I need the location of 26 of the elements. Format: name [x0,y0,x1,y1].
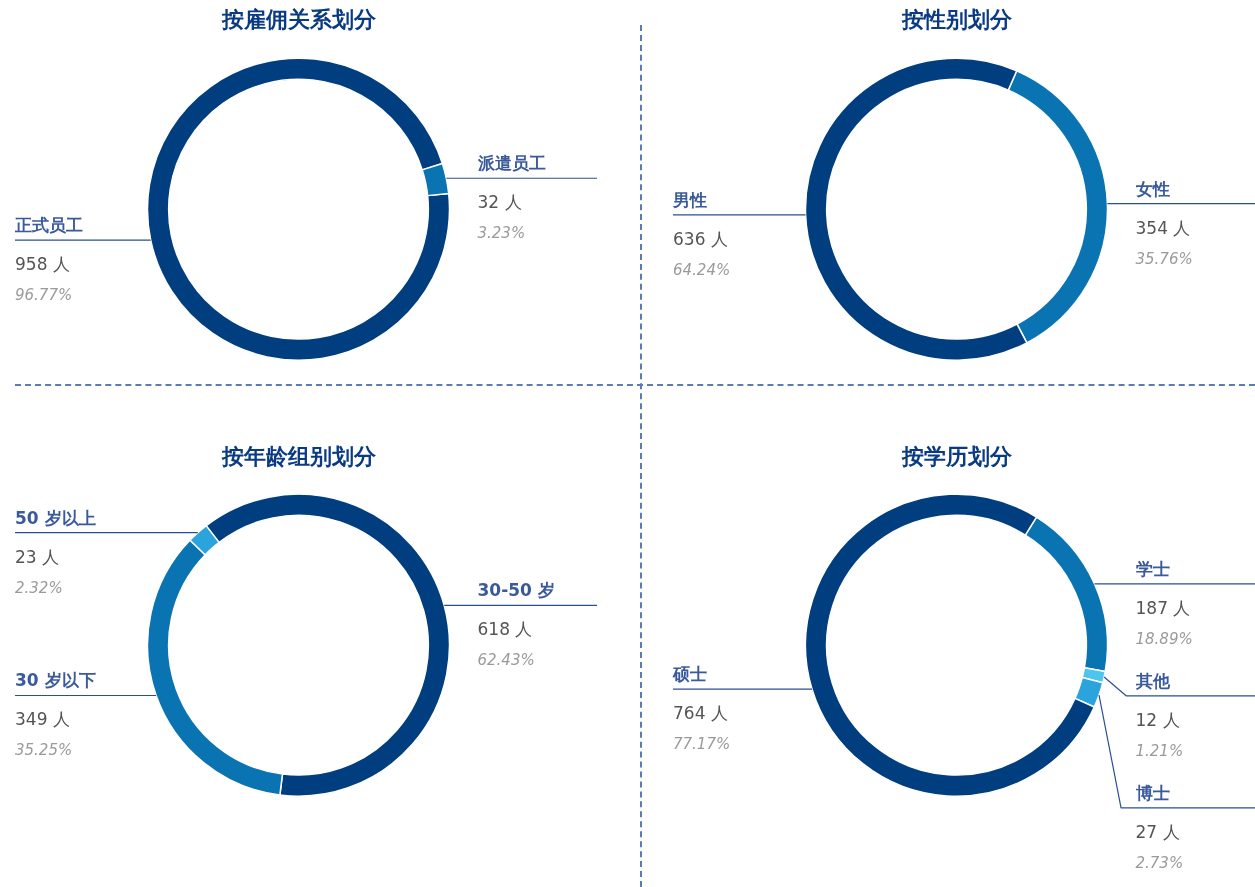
data-label: 12 人 1.21% [1135,709,1184,760]
slice-label: 50 岁以上 [15,507,96,528]
slice-label: 其他 [1134,670,1171,691]
slice-label: 男性 [672,189,707,210]
data-label: 23 人 2.32% [15,546,63,597]
data-label: 958 人 96.77% [15,254,73,305]
slice-label: 硕士 [672,664,707,685]
slice-label: 正式员工 [14,215,83,236]
slice-label: 学士 [1135,558,1170,579]
chart-title: 按雇佣关系划分 [220,6,377,32]
chart-title: 按年龄组别划分 [220,443,377,469]
slice-label: 30 岁以下 [15,670,96,691]
data-label: 27 人 2.73% [1135,821,1184,872]
data-label: 187 人 18.89% [1135,597,1193,648]
data-label: 32 人 3.23% [477,192,526,243]
slice-label: 博士 [1134,782,1170,803]
data-label: 636 人 64.24% [673,228,731,279]
chart-title: 按性别划分 [900,6,1013,32]
data-label: 618 人 62.43% [477,619,535,670]
slice-label: 女性 [1134,178,1170,199]
slice-label: 派遣员工 [476,153,546,174]
slice-label: 30-50 岁 [477,580,555,601]
data-label: 764 人 77.17% [673,703,731,754]
chart-title: 按学历划分 [900,443,1013,469]
data-label: 349 人 35.25% [15,709,73,760]
data-label: 354 人 35.76% [1135,217,1193,268]
